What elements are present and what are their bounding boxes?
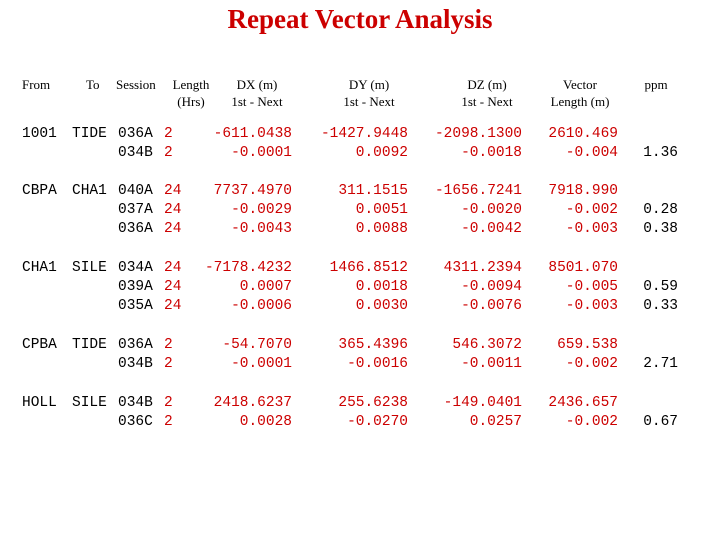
- cell-vector: -0.002: [565, 202, 618, 218]
- cell-ppm: 0.67: [643, 414, 678, 430]
- station-from: CBPA: [22, 183, 57, 199]
- cell-dy: -0.0016: [347, 356, 408, 372]
- cell-session: 040A: [118, 183, 153, 199]
- station-to: SILE: [72, 395, 107, 411]
- cell-dz: -0.0094: [461, 279, 522, 295]
- header-vector-length: Vector Length (m): [550, 77, 610, 109]
- cell-dx: -54.7070: [222, 337, 292, 353]
- cell-length: 24: [164, 202, 182, 218]
- header-length: Length (Hrs): [172, 77, 210, 109]
- cell-length: 2: [164, 356, 173, 372]
- cell-dy: 1466.8512: [329, 260, 408, 276]
- cell-vector: -0.002: [565, 414, 618, 430]
- header-dz: DZ (m) 1st - Next: [461, 77, 513, 109]
- cell-dz: 0.0257: [469, 414, 522, 430]
- station-to: SILE: [72, 260, 107, 276]
- cell-length: 24: [164, 221, 182, 237]
- cell-ppm: 2.71: [643, 356, 678, 372]
- cell-dy: -1427.9448: [320, 126, 408, 142]
- cell-dz: -0.0020: [461, 202, 522, 218]
- cell-session: 036A: [118, 337, 153, 353]
- cell-dx: 0.0028: [239, 414, 292, 430]
- cell-length: 24: [164, 298, 182, 314]
- cell-dz: -0.0042: [461, 221, 522, 237]
- cell-vector: 7918.990: [548, 183, 618, 199]
- cell-vector: -0.003: [565, 221, 618, 237]
- cell-session: 034B: [118, 145, 153, 161]
- station-from: CHA1: [22, 260, 57, 276]
- header-session: Session: [116, 77, 156, 92]
- cell-dz: 546.3072: [452, 337, 522, 353]
- cell-dx: 2418.6237: [213, 395, 292, 411]
- cell-session: 036C: [118, 414, 153, 430]
- cell-dy: 0.0030: [355, 298, 408, 314]
- header-dy: DY (m) 1st - Next: [343, 77, 395, 109]
- cell-length: 24: [164, 260, 182, 276]
- cell-length: 2: [164, 414, 173, 430]
- cell-dx: 7737.4970: [213, 183, 292, 199]
- cell-length: 2: [164, 395, 173, 411]
- cell-session: 035A: [118, 298, 153, 314]
- cell-dx: -611.0438: [213, 126, 292, 142]
- cell-vector: -0.003: [565, 298, 618, 314]
- cell-session: 039A: [118, 279, 153, 295]
- cell-dz: -149.0401: [443, 395, 522, 411]
- cell-dz: -1656.7241: [434, 183, 522, 199]
- cell-dx: -0.0043: [231, 221, 292, 237]
- cell-session: 036A: [118, 126, 153, 142]
- cell-session: 034A: [118, 260, 153, 276]
- header-dx: DX (m) 1st - Next: [231, 77, 283, 109]
- cell-dx: -0.0029: [231, 202, 292, 218]
- cell-dz: -0.0076: [461, 298, 522, 314]
- header-ppm: ppm: [644, 77, 668, 92]
- station-from: 1001: [22, 126, 57, 142]
- station-from: HOLL: [22, 395, 57, 411]
- cell-vector: 2436.657: [548, 395, 618, 411]
- cell-ppm: 0.28: [643, 202, 678, 218]
- cell-length: 24: [164, 183, 182, 199]
- cell-session: 034B: [118, 395, 153, 411]
- cell-dy: 255.6238: [338, 395, 408, 411]
- station-from: CPBA: [22, 337, 57, 353]
- cell-ppm: 0.59: [643, 279, 678, 295]
- cell-dy: 0.0092: [355, 145, 408, 161]
- header-to: To: [86, 77, 100, 92]
- cell-dx: 0.0007: [239, 279, 292, 295]
- cell-dx: -0.0001: [231, 145, 292, 161]
- station-to: TIDE: [72, 337, 107, 353]
- cell-length: 2: [164, 145, 173, 161]
- cell-vector: 8501.070: [548, 260, 618, 276]
- cell-dy: 311.1515: [338, 183, 408, 199]
- page-title: Repeat Vector Analysis: [227, 4, 493, 34]
- cell-vector: 2610.469: [548, 126, 618, 142]
- cell-session: 034B: [118, 356, 153, 372]
- cell-vector: -0.005: [565, 279, 618, 295]
- station-to: CHA1: [72, 183, 107, 199]
- cell-ppm: 1.36: [643, 145, 678, 161]
- cell-dx: -0.0006: [231, 298, 292, 314]
- header-from: From: [22, 77, 51, 92]
- cell-dy: -0.0270: [347, 414, 408, 430]
- cell-dy: 0.0051: [355, 202, 408, 218]
- cell-dz: 4311.2394: [443, 260, 522, 276]
- cell-ppm: 0.33: [643, 298, 678, 314]
- cell-dy: 0.0088: [355, 221, 408, 237]
- cell-length: 2: [164, 126, 173, 142]
- cell-length: 2: [164, 337, 173, 353]
- cell-dz: -0.0011: [461, 356, 522, 372]
- cell-ppm: 0.38: [643, 221, 678, 237]
- cell-vector: -0.004: [565, 145, 618, 161]
- cell-session: 037A: [118, 202, 153, 218]
- station-to: TIDE: [72, 126, 107, 142]
- cell-dx: -0.0001: [231, 356, 292, 372]
- cell-dy: 365.4396: [338, 337, 408, 353]
- cell-dx: -7178.4232: [204, 260, 292, 276]
- cell-dy: 0.0018: [355, 279, 408, 295]
- cell-length: 24: [164, 279, 182, 295]
- cell-vector: 659.538: [557, 337, 618, 353]
- cell-dz: -2098.1300: [434, 126, 522, 142]
- cell-vector: -0.002: [565, 356, 618, 372]
- cell-session: 036A: [118, 221, 153, 237]
- cell-dz: -0.0018: [461, 145, 522, 161]
